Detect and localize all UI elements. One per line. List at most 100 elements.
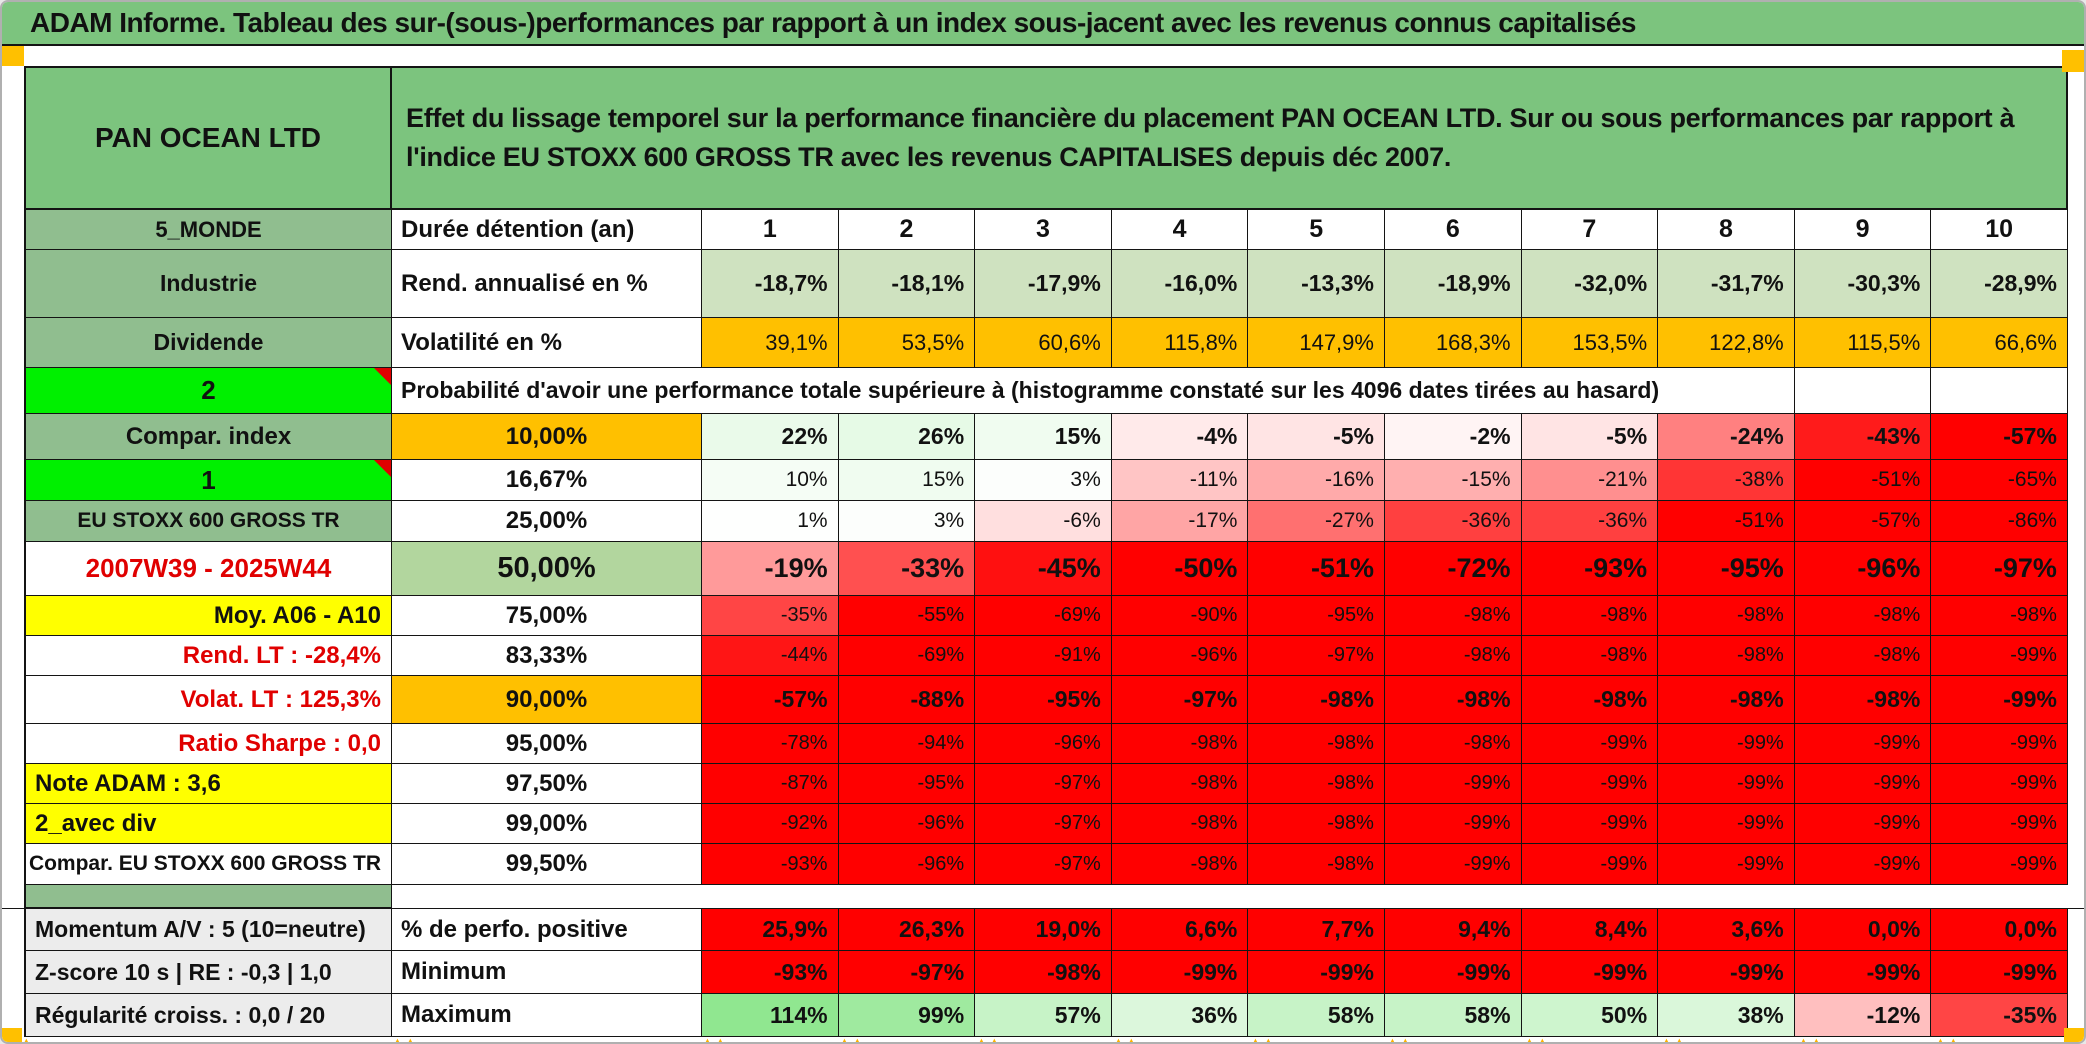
value-cell[interactable]: 38% [1658,994,1795,1037]
value-cell[interactable]: 7 [1521,210,1659,250]
row-label[interactable]: Rend. LT : -28,4% [24,636,392,676]
value-cell[interactable]: -51% [1658,501,1795,542]
value-cell[interactable]: -98% [1248,676,1385,724]
value-cell[interactable]: 25,9% [702,909,839,951]
value-cell[interactable]: 114% [702,994,839,1037]
value-cell[interactable]: -98% [1521,676,1659,724]
percentile-cell[interactable]: 10,00% [392,414,702,460]
value-cell[interactable]: 99% [838,994,976,1037]
value-cell[interactable]: -13,3% [1248,250,1385,318]
value-cell[interactable]: -86% [1931,501,2068,542]
value-cell[interactable]: -2% [1384,414,1522,460]
percentile-cell[interactable]: 16,67% [392,460,702,501]
row-label[interactable]: Compar. EU STOXX 600 GROSS TR [24,844,392,885]
value-cell[interactable]: -33% [838,542,976,596]
value-cell[interactable]: -98% [1111,844,1249,885]
value-cell[interactable]: -16,0% [1111,250,1249,318]
value-cell[interactable]: -18,9% [1384,250,1522,318]
value-cell[interactable]: 26,3% [838,909,976,951]
value-cell[interactable]: -28,9% [1931,250,2068,318]
value-cell[interactable]: -27% [1248,501,1385,542]
value-cell[interactable]: -98% [1658,596,1795,636]
metric-label[interactable]: Volatilité en % [392,318,702,368]
value-cell[interactable]: -38% [1658,460,1795,501]
value-cell[interactable]: -99% [1248,951,1385,994]
value-cell[interactable]: -99% [1384,804,1522,844]
value-cell[interactable]: -11% [1111,460,1249,501]
row-label[interactable]: 2 [24,368,392,414]
value-cell[interactable]: -99% [1794,804,1932,844]
value-cell[interactable]: 22% [702,414,839,460]
value-cell[interactable]: -99% [1794,724,1932,764]
value-cell[interactable]: -98% [1111,804,1249,844]
value-cell[interactable]: 153,5% [1521,318,1659,368]
percentile-cell[interactable]: 99,00% [392,804,702,844]
value-cell[interactable]: -5% [1521,414,1659,460]
value-cell[interactable]: 9 [1794,210,1932,250]
value-cell[interactable]: -95% [975,676,1112,724]
value-cell[interactable]: -35% [1931,994,2068,1037]
value-cell[interactable]: -99% [1794,764,1932,804]
value-cell[interactable]: 15% [975,414,1112,460]
value-cell[interactable]: -97% [1931,542,2068,596]
value-cell[interactable]: -99% [1794,951,1932,994]
value-cell[interactable]: -51% [1248,542,1385,596]
value-cell[interactable]: -96% [838,804,976,844]
value-cell[interactable]: -99% [1931,844,2068,885]
value-cell[interactable]: -99% [1931,636,2068,676]
value-cell[interactable]: 3,6% [1658,909,1795,951]
row-label[interactable]: Compar. index [24,414,392,460]
value-cell[interactable]: 3% [838,501,976,542]
value-cell[interactable]: -57% [1931,414,2068,460]
value-cell[interactable]: -90% [1111,596,1249,636]
value-cell[interactable]: -98% [1521,596,1659,636]
empty-cell[interactable] [1794,368,1932,414]
value-cell[interactable]: -93% [702,844,839,885]
value-cell[interactable]: -15% [1384,460,1522,501]
value-cell[interactable]: -98% [1384,636,1522,676]
value-cell[interactable]: -98% [1521,636,1659,676]
row-label[interactable]: 5_MONDE [24,210,392,250]
value-cell[interactable]: -99% [1931,951,2068,994]
row-label[interactable]: 2007W39 - 2025W44 [24,542,392,596]
value-cell[interactable]: -98% [975,951,1112,994]
value-cell[interactable]: -36% [1521,501,1659,542]
value-cell[interactable]: -98% [1248,764,1385,804]
value-cell[interactable]: 50% [1521,994,1659,1037]
value-cell[interactable]: -17,9% [975,250,1112,318]
row-label[interactable]: Note ADAM : 3,6 [24,764,392,804]
value-cell[interactable]: 8 [1658,210,1795,250]
value-cell[interactable]: -98% [1794,676,1932,724]
percentile-cell[interactable]: 25,00% [392,501,702,542]
row-label[interactable]: Dividende [24,318,392,368]
value-cell[interactable]: -98% [1111,764,1249,804]
value-cell[interactable]: -57% [1794,501,1932,542]
value-cell[interactable]: -99% [1521,764,1659,804]
value-cell[interactable]: -95% [1248,596,1385,636]
value-cell[interactable]: -97% [975,844,1112,885]
value-cell[interactable]: -69% [838,636,976,676]
value-cell[interactable]: -93% [702,951,839,994]
percentile-cell[interactable]: 95,00% [392,724,702,764]
value-cell[interactable]: 26% [838,414,976,460]
value-cell[interactable]: -30,3% [1794,250,1932,318]
metric-label[interactable]: % de perfo. positive [392,909,702,951]
value-cell[interactable]: -98% [1794,636,1932,676]
row-label[interactable]: Ratio Sharpe : 0,0 [24,724,392,764]
value-cell[interactable]: -97% [975,804,1112,844]
value-cell[interactable]: 1 [702,210,839,250]
value-cell[interactable]: -50% [1111,542,1249,596]
value-cell[interactable]: 115,8% [1111,318,1249,368]
value-cell[interactable]: -92% [702,804,839,844]
value-cell[interactable]: -5% [1248,414,1385,460]
value-cell[interactable]: -97% [1248,636,1385,676]
value-cell[interactable]: -32,0% [1521,250,1659,318]
value-cell[interactable]: 10% [702,460,839,501]
value-cell[interactable]: -91% [975,636,1112,676]
value-cell[interactable]: -98% [1931,596,2068,636]
empty-cell[interactable] [1931,368,2068,414]
value-cell[interactable]: 36% [1111,994,1249,1037]
value-cell[interactable]: 53,5% [838,318,976,368]
value-cell[interactable]: 122,8% [1658,318,1795,368]
value-cell[interactable]: 8,4% [1521,909,1659,951]
